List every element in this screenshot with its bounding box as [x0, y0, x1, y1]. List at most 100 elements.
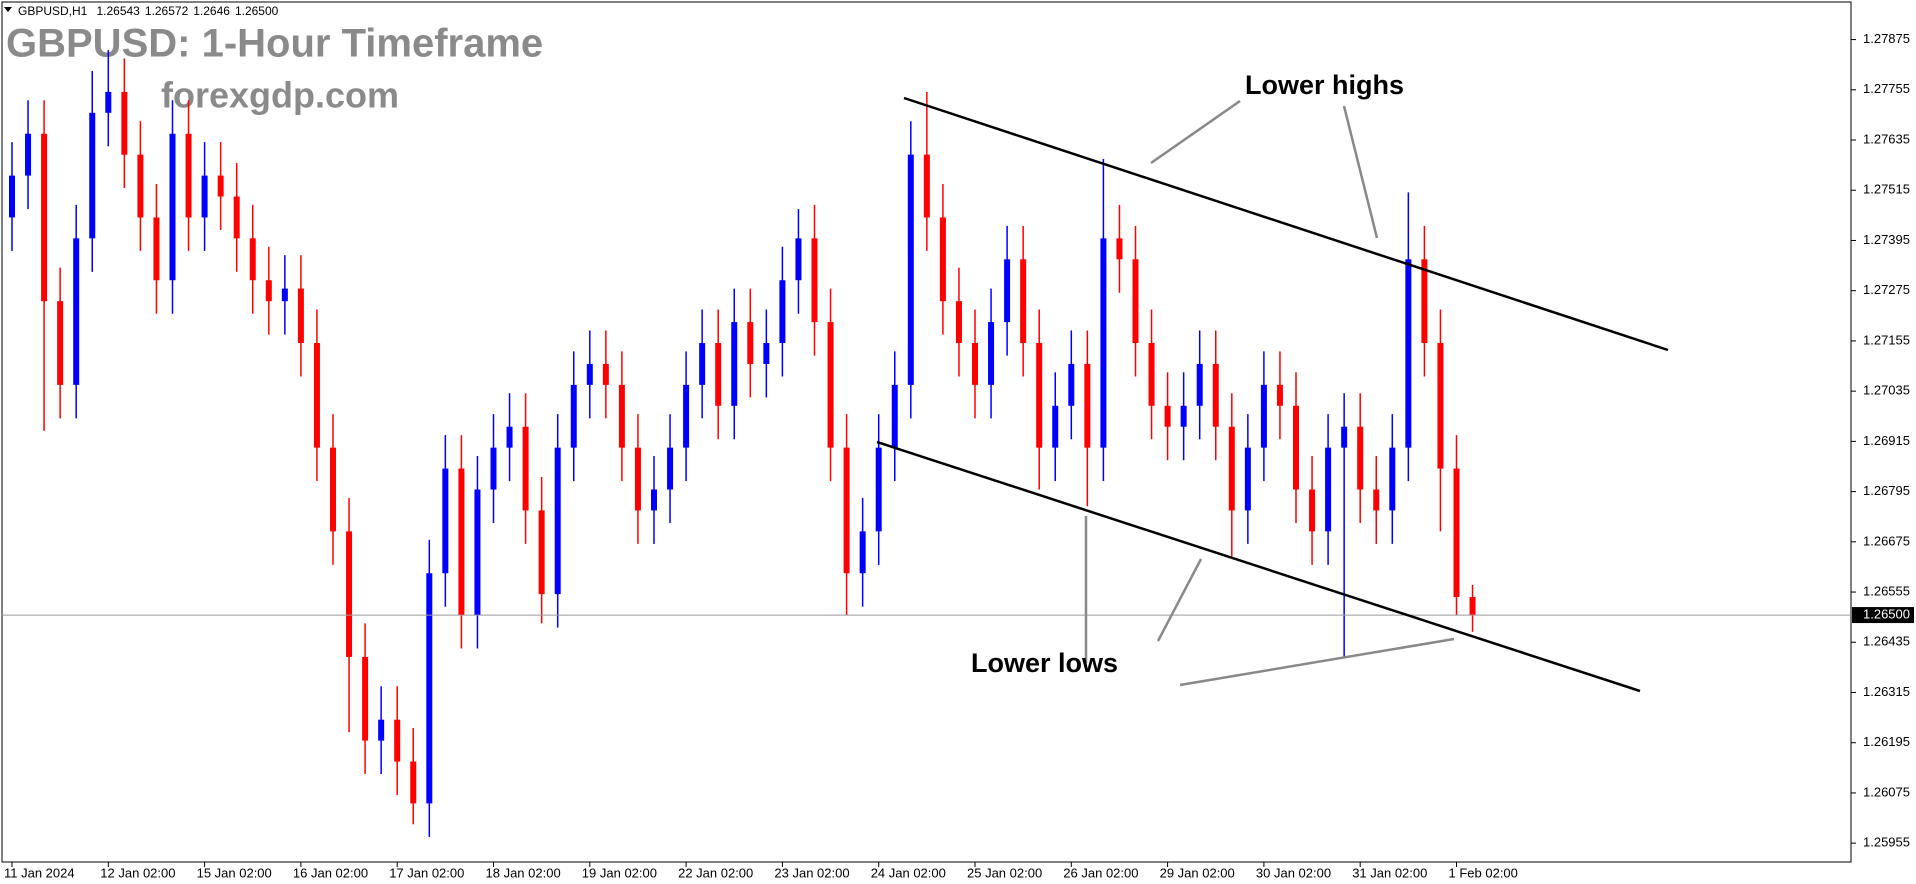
- candle-body: [105, 91, 112, 113]
- x-tick-label: 18 Jan 02:00: [486, 865, 561, 880]
- plot-frame: [1, 1, 1852, 863]
- y-tick-label: 1.27275: [1863, 282, 1910, 297]
- chart-title: GBPUSD: 1-Hour Timeframe: [6, 22, 543, 66]
- candle-body: [923, 154, 930, 218]
- y-tick-label: 1.26195: [1863, 734, 1910, 749]
- annotation: Lower highs: [1245, 70, 1404, 100]
- candle-body: [1357, 426, 1364, 490]
- candle-body: [618, 384, 625, 448]
- candle-body: [570, 384, 577, 448]
- candle-body: [859, 531, 866, 574]
- candle-body: [169, 133, 176, 281]
- candle-body: [554, 447, 561, 595]
- plot: 1.27875 1.27755 1.27635 1.27515 1.27395 1.272…: [2, 31, 1914, 880]
- candle-body: [747, 322, 754, 364]
- y-tick-label: 1.27755: [1863, 81, 1910, 96]
- candle-body: [795, 238, 802, 281]
- x-tick-label: 23 Jan 02:00: [774, 865, 849, 880]
- candle-body: [1373, 489, 1380, 511]
- candle-body: [89, 112, 96, 239]
- candle-body: [1309, 489, 1316, 532]
- y-tick-label: 1.26075: [1863, 784, 1910, 799]
- candle-body: [715, 343, 722, 406]
- lower-channel-line: [876, 440, 1641, 693]
- y-tick-label: 1.27035: [1863, 383, 1910, 398]
- candle-body: [779, 280, 786, 344]
- y-tick-label: 1.26675: [1863, 533, 1910, 548]
- candle-body: [201, 175, 208, 218]
- candle-body: [939, 217, 946, 302]
- header-high: 1.26572: [145, 4, 189, 18]
- x-tick-label: 25 Jan 02:00: [967, 865, 1042, 880]
- candle-body: [1469, 597, 1476, 616]
- candle-body: [506, 426, 513, 448]
- candle-body: [1036, 343, 1043, 448]
- x-tick-label: 24 Jan 02:00: [871, 865, 946, 880]
- candle-body: [602, 363, 609, 385]
- x-tick-label: 19 Jan 02:00: [582, 865, 657, 880]
- candle-body: [972, 343, 978, 385]
- candle-body: [1084, 363, 1091, 448]
- candle-body: [153, 217, 160, 281]
- candle-body: [474, 489, 481, 616]
- y-tick-label: 1.27515: [1863, 182, 1910, 197]
- x-tick-label: 15 Jan 02:00: [197, 865, 272, 880]
- pointer-line: [1156, 558, 1203, 642]
- x-tick-label: 29 Jan 02:00: [1160, 865, 1235, 880]
- current-price-label: 1.26500: [1863, 607, 1910, 622]
- x-tick-label: 31 Jan 02:00: [1352, 865, 1427, 880]
- x-tick-label: 17 Jan 02:00: [389, 865, 464, 880]
- header: GBPUSD,H1 1.26543 1.26572 1.2646 1.26500: [18, 4, 279, 18]
- header-low: 1.2646: [193, 4, 230, 18]
- candle-body: [651, 489, 657, 511]
- candle-body: [1260, 384, 1267, 448]
- x-tick-label: 12 Jan 02:00: [100, 865, 175, 880]
- candle-body: [313, 343, 320, 448]
- candle-body: [586, 363, 593, 385]
- symbol: GBPUSD,H1: [18, 4, 88, 18]
- pointer-line: [1179, 637, 1455, 687]
- candle-body: [955, 301, 962, 344]
- candle-body: [346, 531, 353, 657]
- annotation: Lower lows: [971, 648, 1118, 678]
- candle-body: [683, 384, 690, 448]
- candle-body: [1212, 363, 1219, 427]
- header-close: 1.26500: [235, 4, 279, 18]
- candle-body: [811, 238, 818, 323]
- candle-body: [1148, 343, 1155, 406]
- menu-arrow: [4, 7, 12, 12]
- candle-body: [1020, 259, 1027, 344]
- candle-body: [827, 322, 834, 448]
- candle-body: [281, 288, 288, 302]
- candle-body: [330, 447, 336, 532]
- x-tick-label: 16 Jan 02:00: [293, 865, 368, 880]
- y-tick-label: 1.27395: [1863, 232, 1910, 247]
- candle-body: [1244, 447, 1251, 511]
- candle-body: [41, 133, 48, 302]
- x-tick-label: 30 Jan 02:00: [1256, 865, 1331, 880]
- candle-body: [1052, 405, 1059, 448]
- candle-body: [1004, 259, 1011, 323]
- candle-body: [522, 426, 529, 511]
- candle-body: [1421, 259, 1428, 344]
- chart-subtitle: forexgdp.com: [161, 75, 399, 116]
- candle-body: [394, 719, 401, 762]
- candle-body: [426, 573, 433, 804]
- trendlines: [876, 96, 1669, 693]
- pointer-line: [1342, 105, 1379, 239]
- candle-body: [907, 154, 914, 385]
- candle-body: [73, 238, 80, 385]
- x-tick-label: 11 Jan 2024: [4, 865, 75, 880]
- candle-body: [1228, 426, 1235, 511]
- candle-body: [1293, 405, 1299, 490]
- candle-body: [875, 447, 882, 532]
- candle-body: [1325, 447, 1332, 532]
- candle-body: [763, 343, 770, 364]
- candle-body: [57, 301, 64, 385]
- candle-body: [1405, 259, 1412, 448]
- y-tick-label: 1.26315: [1863, 684, 1910, 699]
- candle-body: [1164, 405, 1171, 427]
- candle-body: [538, 510, 545, 595]
- candle-body: [988, 322, 995, 385]
